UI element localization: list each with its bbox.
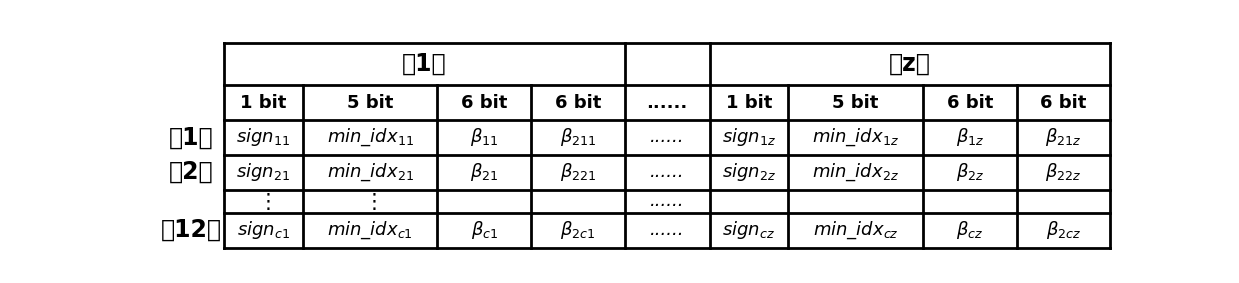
Text: $min\_idx_{2z}$: $min\_idx_{2z}$ [813, 161, 900, 183]
Text: 1 bit: 1 bit [726, 94, 772, 112]
Text: $\beta_{cz}$: $\beta_{cz}$ [957, 219, 984, 241]
Text: $\beta_{2c1}$: $\beta_{2c1}$ [560, 219, 596, 241]
Text: $sign_{21}$: $sign_{21}$ [237, 161, 290, 183]
Text: $sign_{1z}$: $sign_{1z}$ [722, 127, 776, 148]
Text: 第12层: 第12层 [161, 218, 222, 242]
Text: $min\_idx_{11}$: $min\_idx_{11}$ [327, 127, 414, 148]
Text: $sign_{c1}$: $sign_{c1}$ [237, 219, 290, 241]
Text: 6 bit: 6 bit [461, 94, 508, 112]
Text: $sign_{cz}$: $sign_{cz}$ [722, 219, 776, 241]
Text: $min\_idx_{c1}$: $min\_idx_{c1}$ [327, 219, 413, 241]
Text: $\beta_{21}$: $\beta_{21}$ [470, 161, 498, 183]
Text: $min\_idx_{cz}$: $min\_idx_{cz}$ [813, 219, 898, 241]
Text: ......: ...... [650, 221, 684, 239]
Text: $\vdots$: $\vdots$ [363, 191, 377, 212]
Text: ......: ...... [647, 94, 688, 112]
Text: $\beta_{2z}$: $\beta_{2z}$ [955, 161, 984, 183]
Text: 第1层: 第1层 [169, 125, 213, 149]
Text: $\beta_{c1}$: $\beta_{c1}$ [471, 219, 498, 241]
Text: $\beta_{1z}$: $\beta_{1z}$ [955, 127, 984, 148]
Text: $\beta_{211}$: $\beta_{211}$ [560, 127, 596, 148]
Text: 5 bit: 5 bit [833, 94, 878, 112]
Text: 6 bit: 6 bit [555, 94, 601, 112]
Text: ......: ...... [650, 163, 684, 181]
Text: $\beta_{221}$: $\beta_{221}$ [560, 161, 596, 183]
Text: 第2层: 第2层 [169, 160, 213, 184]
Text: $\vdots$: $\vdots$ [256, 191, 270, 212]
Text: 第z行: 第z行 [890, 52, 930, 76]
Text: $\beta_{21z}$: $\beta_{21z}$ [1046, 127, 1082, 148]
Text: 5 bit: 5 bit [347, 94, 393, 112]
Text: 6 bit: 6 bit [1041, 94, 1087, 112]
Text: ......: ...... [650, 128, 684, 146]
Text: 6 bit: 6 bit [947, 94, 992, 112]
Text: $min\_idx_{1z}$: $min\_idx_{1z}$ [813, 127, 900, 148]
Text: 1 bit: 1 bit [240, 94, 286, 112]
Text: ......: ...... [650, 192, 684, 210]
Text: $min\_idx_{21}$: $min\_idx_{21}$ [327, 161, 414, 183]
Text: $\beta_{22z}$: $\beta_{22z}$ [1046, 161, 1082, 183]
Text: $\beta_{2cz}$: $\beta_{2cz}$ [1046, 219, 1082, 241]
Text: $sign_{11}$: $sign_{11}$ [237, 127, 290, 148]
Text: 第1行: 第1行 [401, 52, 447, 76]
Text: $\beta_{11}$: $\beta_{11}$ [470, 127, 498, 148]
Text: $sign_{2z}$: $sign_{2z}$ [722, 161, 776, 183]
